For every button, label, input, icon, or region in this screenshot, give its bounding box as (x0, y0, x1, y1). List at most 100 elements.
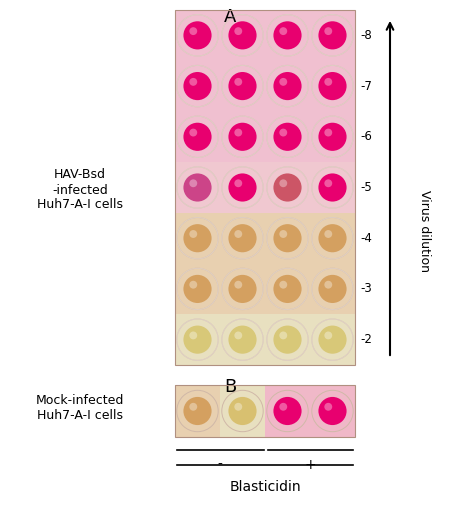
Circle shape (222, 167, 263, 208)
Circle shape (279, 179, 287, 187)
Circle shape (273, 326, 301, 354)
Circle shape (279, 230, 287, 238)
Text: -: - (218, 458, 222, 472)
Circle shape (273, 397, 301, 425)
Bar (175, 162, 355, 213)
Bar (310, 385, 355, 437)
Circle shape (183, 224, 211, 252)
Circle shape (324, 281, 332, 289)
Bar (175, 111, 355, 162)
Bar (175, 10, 355, 61)
Circle shape (324, 403, 332, 411)
Text: Mock-infected
Huh7-A-I cells: Mock-infected Huh7-A-I cells (36, 394, 124, 422)
Bar (175, 10, 355, 365)
Circle shape (222, 116, 263, 157)
Text: Virus dilution: Virus dilution (419, 190, 431, 272)
Circle shape (324, 230, 332, 238)
Circle shape (312, 319, 353, 361)
Bar (175, 314, 355, 365)
Circle shape (279, 27, 287, 35)
Circle shape (228, 224, 256, 252)
Circle shape (279, 128, 287, 137)
Circle shape (324, 179, 332, 187)
Circle shape (234, 281, 242, 289)
Circle shape (177, 218, 218, 259)
Circle shape (189, 332, 197, 339)
Circle shape (312, 268, 353, 310)
Circle shape (312, 167, 353, 208)
Circle shape (222, 390, 263, 431)
Circle shape (273, 72, 301, 100)
Bar (265, 385, 310, 437)
Circle shape (319, 224, 346, 252)
Circle shape (222, 218, 263, 259)
Circle shape (312, 65, 353, 107)
Circle shape (312, 218, 353, 259)
Text: A: A (224, 8, 236, 26)
Text: B: B (224, 378, 236, 396)
Circle shape (222, 319, 263, 361)
Circle shape (177, 15, 218, 56)
Circle shape (222, 268, 263, 310)
Circle shape (279, 403, 287, 411)
Circle shape (324, 128, 332, 137)
Circle shape (183, 326, 211, 354)
Circle shape (234, 403, 242, 411)
Circle shape (183, 397, 211, 425)
Text: -3: -3 (360, 282, 372, 295)
Circle shape (319, 21, 346, 49)
Circle shape (183, 21, 211, 49)
Circle shape (234, 128, 242, 137)
Circle shape (189, 403, 197, 411)
Circle shape (228, 123, 256, 151)
Circle shape (273, 174, 301, 202)
Circle shape (177, 116, 218, 157)
Circle shape (222, 65, 263, 107)
Circle shape (183, 123, 211, 151)
Circle shape (319, 174, 346, 202)
Circle shape (319, 72, 346, 100)
Circle shape (267, 15, 308, 56)
Circle shape (228, 275, 256, 303)
Circle shape (177, 268, 218, 310)
Bar (175, 385, 220, 437)
Circle shape (267, 319, 308, 361)
Circle shape (267, 65, 308, 107)
Text: +: + (304, 458, 316, 472)
Circle shape (234, 332, 242, 339)
Circle shape (324, 27, 332, 35)
Bar (175, 385, 355, 437)
Circle shape (319, 123, 346, 151)
Circle shape (189, 27, 197, 35)
Circle shape (189, 128, 197, 137)
Circle shape (189, 179, 197, 187)
Circle shape (234, 179, 242, 187)
Bar (175, 61, 355, 111)
Circle shape (319, 397, 346, 425)
Circle shape (234, 78, 242, 86)
Text: -5: -5 (360, 181, 372, 194)
Circle shape (228, 397, 256, 425)
Circle shape (183, 275, 211, 303)
Circle shape (273, 275, 301, 303)
Circle shape (267, 268, 308, 310)
Bar (220, 385, 265, 437)
Text: -8: -8 (360, 29, 372, 42)
Bar (175, 264, 355, 314)
Circle shape (267, 167, 308, 208)
Text: -6: -6 (360, 131, 372, 143)
Circle shape (267, 116, 308, 157)
Circle shape (228, 326, 256, 354)
Circle shape (183, 174, 211, 202)
Text: Blasticidin: Blasticidin (229, 480, 301, 494)
Circle shape (273, 21, 301, 49)
Circle shape (273, 224, 301, 252)
Circle shape (189, 281, 197, 289)
Circle shape (273, 123, 301, 151)
Bar (175, 213, 355, 264)
Circle shape (234, 27, 242, 35)
Circle shape (279, 78, 287, 86)
Circle shape (228, 21, 256, 49)
Circle shape (312, 390, 353, 431)
Circle shape (312, 116, 353, 157)
